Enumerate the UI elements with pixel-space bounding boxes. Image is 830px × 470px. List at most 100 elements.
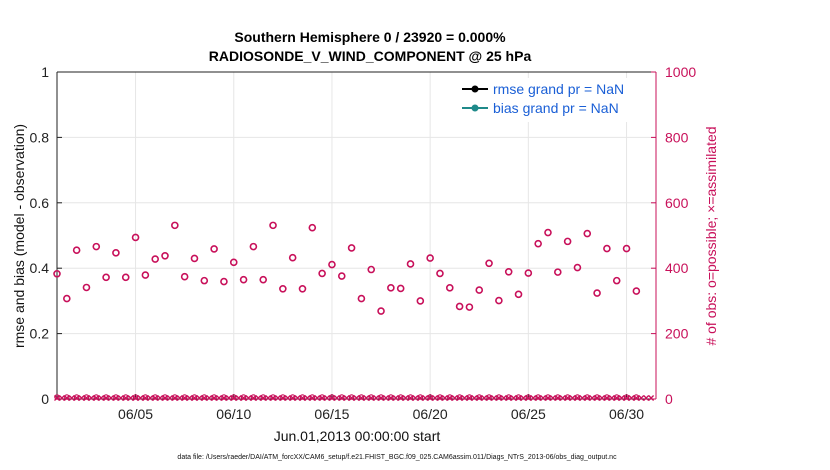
x-tick-label: 06/25 bbox=[511, 406, 546, 422]
right-tick-label: 600 bbox=[665, 195, 689, 211]
assimilated-obs-marker bbox=[388, 394, 394, 400]
assimilated-obs-marker bbox=[378, 394, 384, 400]
left-tick-label: 0.8 bbox=[30, 129, 50, 145]
possible-obs-point bbox=[495, 296, 503, 305]
x-tick-label: 06/05 bbox=[118, 406, 153, 422]
assimilated-obs-marker bbox=[162, 394, 168, 400]
assimilated-obs-marker bbox=[594, 394, 600, 400]
right-axis-label: # of obs: o=possible; ×=assimilated bbox=[703, 126, 719, 345]
assimilated-obs-point bbox=[461, 395, 468, 401]
assimilated-obs-point bbox=[274, 395, 281, 401]
possible-obs-point bbox=[367, 265, 376, 274]
assimilated-obs-point bbox=[569, 395, 576, 401]
x-tick-label: 06/20 bbox=[413, 406, 448, 422]
assimilated-obs-marker bbox=[280, 394, 286, 400]
assimilated-obs-point bbox=[157, 395, 164, 401]
x-tick-label: 06/30 bbox=[609, 406, 644, 422]
assimilated-obs-point bbox=[235, 395, 242, 401]
assimilated-obs-marker bbox=[172, 394, 178, 400]
assimilated-obs-marker bbox=[122, 394, 129, 400]
assimilated-obs-point bbox=[500, 395, 507, 401]
assimilated-obs-point bbox=[589, 395, 596, 401]
possible-obs-point bbox=[249, 242, 258, 251]
possible-obs-point bbox=[554, 268, 562, 276]
assimilated-obs-marker bbox=[230, 394, 237, 400]
possible-obs-point bbox=[455, 302, 464, 311]
assimilated-obs-marker bbox=[132, 394, 139, 400]
assimilated-obs-point bbox=[422, 395, 429, 401]
assimilated-obs-marker bbox=[319, 394, 325, 400]
assimilated-obs-point bbox=[265, 395, 272, 401]
possible-obs-series bbox=[53, 221, 641, 315]
assimilated-obs-point bbox=[137, 395, 144, 401]
possible-obs-point bbox=[622, 244, 631, 253]
legend-bias-label: bias grand pr = NaN bbox=[493, 100, 619, 116]
possible-obs-point bbox=[612, 276, 621, 285]
assimilated-obs-point bbox=[225, 395, 232, 401]
assimilated-obs-point bbox=[412, 395, 419, 401]
assimilated-obs-point bbox=[245, 395, 252, 401]
possible-obs-point bbox=[92, 242, 101, 251]
assimilated-obs-marker bbox=[211, 394, 217, 400]
possible-obs-point bbox=[112, 249, 120, 257]
assimilated-obs-marker bbox=[525, 394, 532, 400]
possible-obs-point bbox=[632, 287, 641, 295]
assimilated-obs-point bbox=[255, 395, 262, 401]
assimilated-obs-point bbox=[520, 395, 527, 401]
assimilated-obs-marker bbox=[545, 394, 551, 400]
assimilated-obs-point bbox=[608, 395, 615, 401]
legend-rmse-label: rmse grand pr = NaN bbox=[493, 81, 624, 97]
left-tick-label: 0 bbox=[41, 391, 49, 407]
assimilated-obs-point bbox=[304, 395, 311, 401]
assimilated-obs-point bbox=[451, 395, 458, 401]
assimilated-obs-marker bbox=[574, 394, 581, 400]
left-tick-label: 1 bbox=[41, 64, 49, 80]
assimilated-obs-marker bbox=[633, 394, 640, 400]
chart-subtitle: RADIOSONDE_V_WIND_COMPONENT @ 25 hPa bbox=[209, 48, 532, 64]
right-tick-label: 800 bbox=[665, 129, 689, 145]
possible-obs-point bbox=[524, 269, 533, 277]
assimilated-obs-marker bbox=[486, 394, 492, 400]
assimilated-obs-marker bbox=[152, 394, 158, 400]
assimilated-obs-marker bbox=[181, 394, 188, 400]
possible-obs-point bbox=[171, 221, 179, 230]
possible-obs-point bbox=[200, 276, 209, 285]
assimilated-obs-point bbox=[373, 395, 380, 401]
chart-title: Southern Hemisphere 0 / 23920 = 0.000% bbox=[234, 29, 506, 45]
possible-obs-point bbox=[426, 254, 434, 262]
assimilated-obs-point bbox=[353, 395, 360, 401]
assimilated-obs-marker bbox=[466, 394, 473, 400]
left-tick-label: 0.6 bbox=[30, 195, 50, 211]
assimilated-obs-point bbox=[618, 395, 625, 401]
assimilated-obs-marker bbox=[250, 394, 257, 400]
assimilated-obs-point bbox=[382, 395, 389, 401]
assimilated-obs-marker bbox=[191, 394, 198, 400]
possible-obs-point bbox=[396, 284, 405, 293]
assimilated-obs-marker bbox=[397, 394, 404, 400]
possible-obs-point bbox=[534, 239, 542, 248]
possible-obs-point bbox=[102, 273, 110, 282]
possible-obs-point bbox=[82, 283, 91, 292]
assimilated-obs-marker bbox=[348, 394, 355, 400]
possible-obs-point bbox=[141, 271, 150, 279]
possible-obs-point bbox=[259, 275, 268, 284]
right-tick-label: 0 bbox=[665, 391, 673, 407]
legend-rmse-marker bbox=[471, 85, 479, 93]
assimilated-obs-point bbox=[343, 395, 350, 401]
assimilated-obs-marker bbox=[496, 394, 502, 400]
assimilated-obs-marker bbox=[64, 394, 70, 400]
x-tick-label: 06/10 bbox=[216, 406, 251, 422]
possible-obs-point bbox=[573, 263, 582, 272]
assimilated-obs-point bbox=[643, 395, 650, 401]
left-tick-label: 0.2 bbox=[30, 326, 50, 342]
assimilated-obs-marker bbox=[515, 394, 522, 400]
possible-obs-point bbox=[544, 228, 552, 237]
possible-obs-point bbox=[229, 258, 238, 267]
possible-obs-point bbox=[563, 237, 572, 246]
possible-obs-point bbox=[239, 275, 248, 284]
possible-obs-point bbox=[347, 244, 356, 252]
assimilated-obs-point bbox=[363, 395, 370, 401]
assimilated-obs-marker bbox=[368, 394, 375, 400]
possible-obs-point bbox=[72, 246, 81, 255]
assimilated-obs-point bbox=[196, 395, 203, 401]
